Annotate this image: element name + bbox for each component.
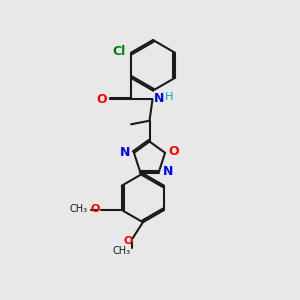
Text: N: N — [120, 146, 130, 159]
Text: N: N — [154, 92, 164, 105]
Text: CH₃: CH₃ — [113, 246, 131, 256]
Text: O: O — [123, 236, 133, 246]
Text: CH₃: CH₃ — [70, 204, 88, 214]
Text: O: O — [90, 204, 100, 214]
Text: O: O — [97, 93, 107, 106]
Text: H: H — [165, 92, 173, 102]
Text: N: N — [163, 165, 173, 178]
Text: O: O — [169, 145, 179, 158]
Text: Cl: Cl — [112, 45, 126, 58]
